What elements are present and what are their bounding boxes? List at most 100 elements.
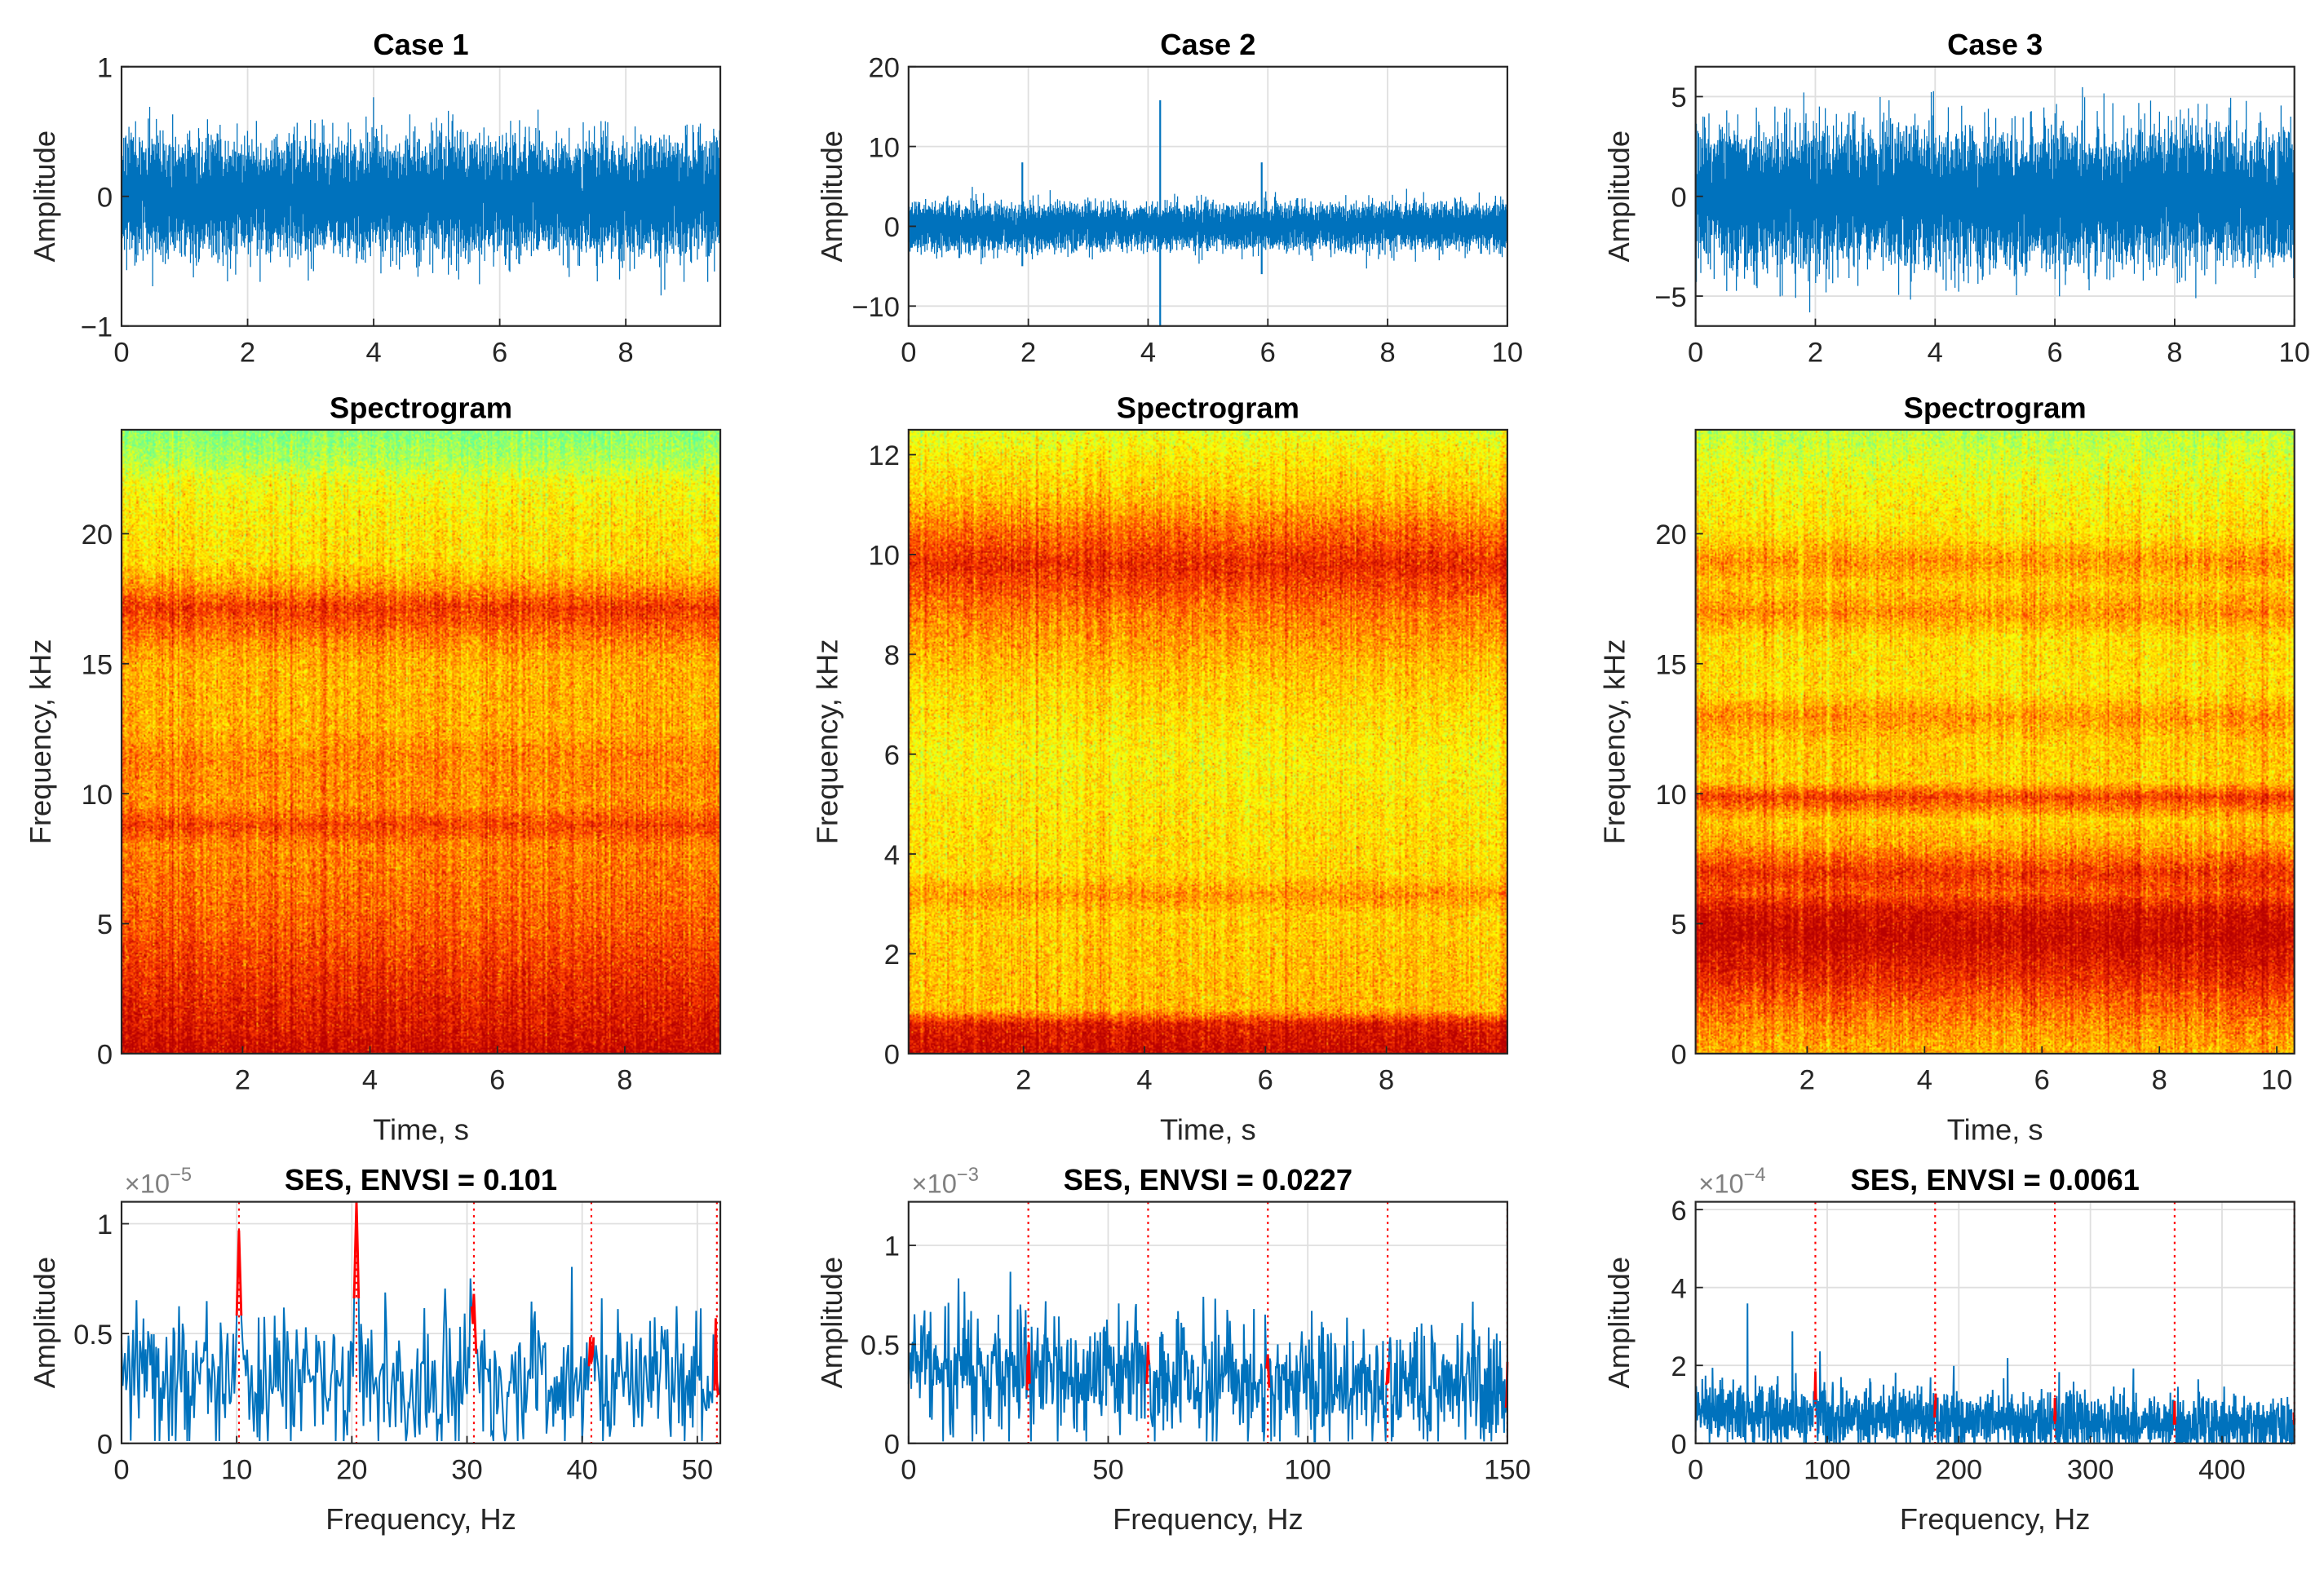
x-tick-label: 4 bbox=[362, 1064, 378, 1095]
x-tick-label: 4 bbox=[1136, 1064, 1152, 1095]
axes-box bbox=[1694, 1201, 2295, 1444]
case1-ses-axes bbox=[120, 1201, 722, 1444]
x-axis-label: Time, s bbox=[373, 1112, 469, 1146]
x-tick-label: 4 bbox=[1928, 337, 1943, 368]
case2-spectrogram-frame: 2 4 6 8 0 2 4 6 8 10 12 Spectrogram Time, s Frequency… bbox=[811, 391, 1508, 1146]
x-tick-label: 8 bbox=[1379, 337, 1395, 368]
y-tick-label: 0 bbox=[884, 1429, 900, 1460]
ses-trace bbox=[120, 1201, 722, 1442]
y-tick-label: −5 bbox=[1654, 282, 1686, 313]
x-tick-label: 50 bbox=[682, 1454, 713, 1485]
panel-title: SES, ENVSI = 0.0227 bbox=[1064, 1163, 1352, 1196]
x-tick-label: 150 bbox=[1484, 1454, 1531, 1485]
exponent-base: ×10 bbox=[911, 1169, 956, 1199]
panel-title: Spectrogram bbox=[330, 391, 512, 424]
x-tick-label: 2 bbox=[1808, 337, 1823, 368]
harmonic-peak-trace bbox=[1025, 1342, 1509, 1408]
exponent-power: −4 bbox=[1744, 1165, 1766, 1186]
axes-box bbox=[907, 428, 1508, 1055]
x-tick-label: 2 bbox=[1020, 337, 1036, 368]
x-tick-label: 0 bbox=[1688, 1454, 1703, 1485]
y-tick-label: 15 bbox=[82, 650, 113, 681]
y-axis-label: Amplitude bbox=[815, 1257, 848, 1389]
ses-trace bbox=[1694, 1303, 2295, 1446]
x-tick-label: 6 bbox=[489, 1064, 505, 1095]
y-tick-label: 0 bbox=[884, 212, 900, 243]
y-tick-label: −10 bbox=[852, 292, 900, 323]
y-tick-label: 4 bbox=[1671, 1273, 1687, 1304]
y-axis-label: Frequency, kHz bbox=[811, 639, 844, 845]
x-tick-label: 6 bbox=[1258, 1064, 1273, 1095]
x-axis-label: Frequency, Hz bbox=[325, 1502, 516, 1536]
y-axis-label: Amplitude bbox=[28, 1257, 61, 1389]
y-tick-label: 10 bbox=[869, 132, 900, 163]
y-tick-label: 10 bbox=[1655, 780, 1686, 811]
x-tick-label: 4 bbox=[1917, 1064, 1932, 1095]
x-tick-label: 4 bbox=[1140, 337, 1156, 368]
x-tick-label: 0 bbox=[901, 1454, 916, 1485]
case1-spectrogram-axes bbox=[121, 429, 721, 1054]
y-tick-label: 1 bbox=[884, 1231, 900, 1262]
x-tick-label: 0 bbox=[901, 337, 916, 368]
axes-box bbox=[907, 1201, 1508, 1444]
x-tick-label: 6 bbox=[492, 337, 507, 368]
panel-title: SES, ENVSI = 0.0061 bbox=[1850, 1163, 2139, 1196]
y-tick-label: 20 bbox=[869, 52, 900, 83]
x-tick-label: 10 bbox=[1492, 337, 1523, 368]
x-tick-label: 0 bbox=[1688, 337, 1703, 368]
y-tick-label: 1 bbox=[97, 52, 113, 83]
y-tick-label: 8 bbox=[884, 640, 900, 671]
x-tick-label: 2 bbox=[240, 337, 255, 368]
x-tick-label: 40 bbox=[566, 1454, 597, 1485]
x-tick-label: 10 bbox=[2279, 337, 2310, 368]
y-tick-label: −1 bbox=[81, 312, 113, 343]
y-exponent-label: ×10−5 bbox=[125, 1165, 192, 1199]
x-tick-label: 8 bbox=[2152, 1064, 2167, 1095]
y-tick-label: 2 bbox=[1671, 1351, 1687, 1382]
harmonic-peak-trace bbox=[1813, 1371, 2296, 1425]
exponent-power: −3 bbox=[957, 1165, 979, 1186]
x-tick-label: 6 bbox=[2047, 337, 2062, 368]
y-exponent-label: ×10−4 bbox=[1698, 1165, 1765, 1199]
exponent-power: −5 bbox=[170, 1165, 192, 1186]
case2-signal-axes bbox=[907, 65, 1508, 326]
y-tick-label: 0 bbox=[1671, 1040, 1687, 1071]
case1-spectrogram-frame: 2 4 6 8 0 5 10 15 20 Spectrogram Time, s Frequency,… bbox=[24, 391, 722, 1146]
x-tick-label: 100 bbox=[1804, 1454, 1851, 1485]
y-tick-label: 1 bbox=[97, 1209, 113, 1240]
panel-title: Case 3 bbox=[1947, 28, 2043, 61]
axes-box bbox=[120, 1201, 722, 1444]
x-tick-label: 6 bbox=[2034, 1064, 2050, 1095]
x-tick-label: 2 bbox=[1799, 1064, 1815, 1095]
x-tick-label: 8 bbox=[617, 1064, 632, 1095]
case3-spectrogram-frame: 2 4 6 8 10 0 5 10 15 20 Spectrogram Time, s Frequenc… bbox=[1597, 391, 2295, 1146]
x-axis-label: Time, s bbox=[1947, 1112, 2043, 1146]
x-tick-label: 10 bbox=[2261, 1064, 2292, 1095]
spectrogram-image bbox=[121, 429, 721, 1054]
y-axis-label: Amplitude bbox=[28, 130, 61, 263]
axes-box bbox=[1694, 65, 2295, 327]
case2-ses-axes bbox=[907, 1201, 1509, 1444]
x-tick-label: 8 bbox=[2167, 337, 2182, 368]
y-tick-label: 5 bbox=[1671, 82, 1687, 113]
y-tick-label: 2 bbox=[884, 940, 900, 971]
x-tick-label: 200 bbox=[1936, 1454, 1983, 1485]
x-tick-label: 400 bbox=[2198, 1454, 2246, 1485]
y-tick-label: 12 bbox=[869, 440, 900, 471]
y-axis-label: Frequency, kHz bbox=[1597, 639, 1631, 845]
axes-box bbox=[1694, 428, 2295, 1055]
spectrogram-image bbox=[908, 429, 1507, 1054]
y-tick-label: 0 bbox=[1671, 182, 1687, 213]
y-tick-label: 0.5 bbox=[861, 1330, 900, 1361]
x-tick-label: 10 bbox=[221, 1454, 252, 1485]
x-tick-label: 6 bbox=[1260, 337, 1276, 368]
exponent-base: ×10 bbox=[125, 1169, 170, 1199]
case1-signal-axes bbox=[121, 65, 721, 327]
x-tick-label: 8 bbox=[1379, 1064, 1394, 1095]
y-tick-label: 5 bbox=[1671, 909, 1687, 940]
panel-title: Spectrogram bbox=[1117, 391, 1299, 424]
